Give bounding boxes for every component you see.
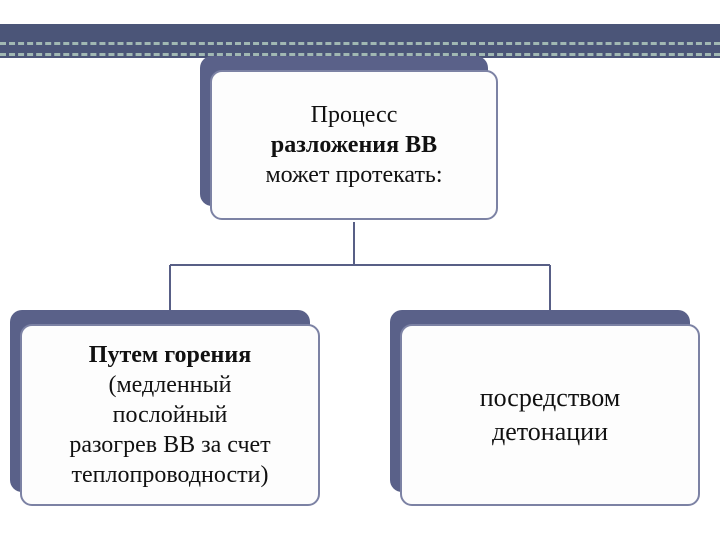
root-line3: может протекать: [265,162,442,188]
left-line4: разогрев ВВ за счет [69,432,270,458]
left-line3: послойный [113,402,228,428]
root-line2: разложения ВВ [271,132,437,158]
left-node: Путем горения (медленный послойный разог… [20,324,320,506]
root-node: Процесс разложения ВВ может протекать: [210,70,498,220]
right-node: посредством детонации [400,324,700,506]
tree-diagram: Процесс разложения ВВ может протекать: П… [0,0,720,540]
root-line1: Процесс [311,102,398,128]
left-line2: (медленный [108,372,231,398]
left-line1: Путем горения [89,342,251,368]
right-line2: детонации [492,417,608,446]
left-line5: теплопроводности) [72,462,269,488]
right-line1: посредством [480,383,621,412]
